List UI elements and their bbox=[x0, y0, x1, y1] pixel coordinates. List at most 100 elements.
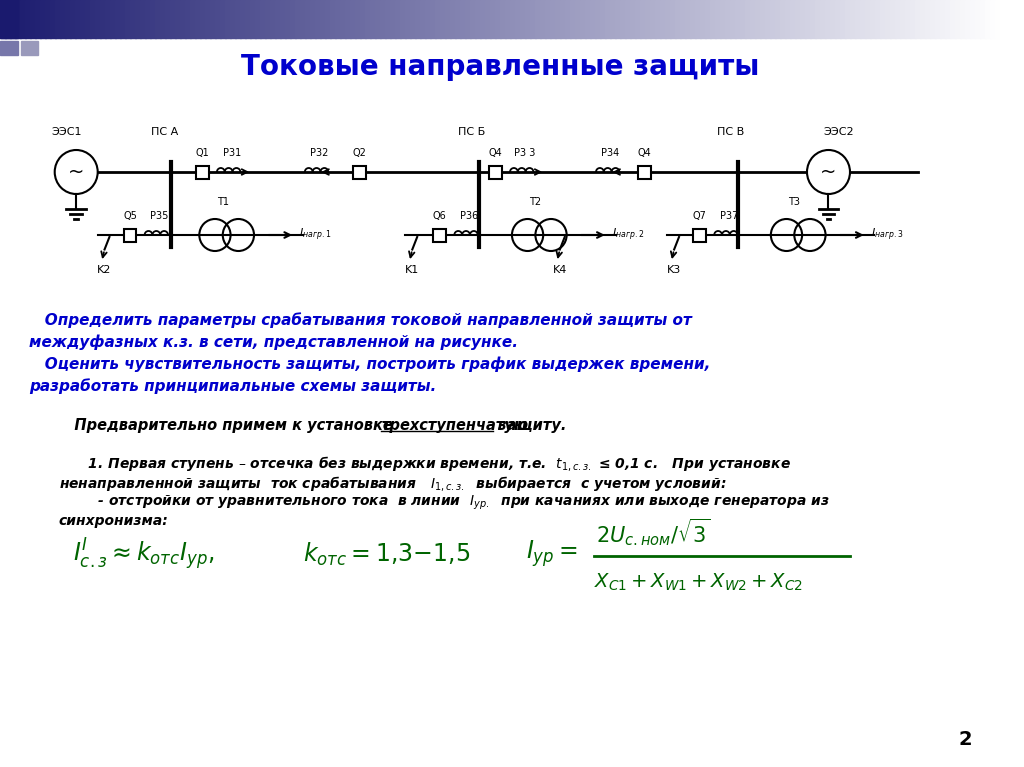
Bar bbox=[870, 0, 877, 38]
Bar bbox=[690, 0, 696, 38]
Bar bbox=[693, 229, 706, 242]
Bar bbox=[490, 0, 497, 38]
Bar bbox=[210, 0, 216, 38]
Bar bbox=[124, 229, 136, 242]
Bar bbox=[355, 0, 361, 38]
Bar bbox=[390, 0, 396, 38]
Bar bbox=[170, 0, 176, 38]
Text: - отстройки от уравнительного тока  в линии  $I_{ур.}$  при качаниях или выходе : - отстройки от уравнительного тока в лин… bbox=[58, 494, 829, 512]
Text: междуфазных к.з. в сети, представленной на рисунке.: междуфазных к.з. в сети, представленной … bbox=[30, 334, 518, 350]
Bar bbox=[720, 0, 726, 38]
Bar bbox=[881, 0, 887, 38]
Bar bbox=[891, 0, 896, 38]
Text: Q2: Q2 bbox=[352, 148, 367, 158]
Bar bbox=[155, 0, 161, 38]
Text: ПС Б: ПС Б bbox=[459, 127, 485, 137]
Bar bbox=[841, 0, 847, 38]
Bar bbox=[555, 0, 561, 38]
Bar bbox=[70, 0, 76, 38]
Bar bbox=[440, 0, 446, 38]
Bar bbox=[725, 0, 731, 38]
Bar bbox=[230, 0, 237, 38]
Bar bbox=[780, 0, 786, 38]
Bar bbox=[375, 0, 381, 38]
Bar bbox=[815, 0, 821, 38]
Text: $X_{C1} + X_{W1} + X_{W2} + X_{C2}$: $X_{C1} + X_{W1} + X_{W2} + X_{C2}$ bbox=[594, 571, 803, 593]
Bar bbox=[530, 0, 537, 38]
Bar bbox=[740, 0, 746, 38]
Bar bbox=[801, 0, 806, 38]
Text: Q4: Q4 bbox=[488, 148, 502, 158]
Bar bbox=[15, 0, 20, 38]
Text: Предварительно примем к установке: Предварительно примем к установке bbox=[58, 418, 397, 433]
Bar bbox=[35, 0, 41, 38]
Bar bbox=[196, 0, 201, 38]
Text: ЭЭС2: ЭЭС2 bbox=[823, 127, 854, 137]
Bar bbox=[570, 0, 577, 38]
Bar bbox=[205, 0, 211, 38]
Bar bbox=[411, 0, 416, 38]
Bar bbox=[175, 0, 181, 38]
Text: Р35: Р35 bbox=[151, 211, 168, 221]
Text: Q7: Q7 bbox=[692, 211, 707, 221]
Bar bbox=[30, 0, 36, 38]
Bar bbox=[75, 0, 81, 38]
Bar bbox=[240, 0, 246, 38]
Text: разработать принципиальные схемы защиты.: разработать принципиальные схемы защиты. bbox=[30, 378, 436, 393]
Bar bbox=[605, 0, 611, 38]
Bar bbox=[976, 0, 981, 38]
Bar bbox=[305, 0, 311, 38]
Bar bbox=[735, 0, 741, 38]
Text: $I_{нагр.1}$: $I_{нагр.1}$ bbox=[299, 227, 332, 243]
Bar bbox=[926, 0, 932, 38]
Bar bbox=[610, 0, 616, 38]
Bar bbox=[281, 0, 286, 38]
Bar bbox=[385, 0, 391, 38]
Bar bbox=[850, 0, 856, 38]
Bar bbox=[980, 0, 986, 38]
Bar bbox=[140, 0, 146, 38]
Bar bbox=[465, 0, 471, 38]
Bar bbox=[626, 0, 631, 38]
Bar bbox=[180, 0, 186, 38]
Bar bbox=[716, 0, 721, 38]
Bar bbox=[215, 0, 221, 38]
Bar bbox=[711, 0, 717, 38]
Bar bbox=[360, 0, 367, 38]
Bar bbox=[595, 0, 601, 38]
Bar bbox=[480, 0, 486, 38]
Text: Q5: Q5 bbox=[123, 211, 137, 221]
Bar bbox=[400, 0, 407, 38]
Bar bbox=[196, 166, 209, 179]
Text: K4: K4 bbox=[553, 265, 567, 275]
Bar bbox=[900, 0, 906, 38]
Bar bbox=[635, 0, 641, 38]
Bar bbox=[0, 0, 6, 38]
Text: T2: T2 bbox=[529, 197, 542, 207]
Bar bbox=[545, 0, 551, 38]
Bar bbox=[151, 0, 156, 38]
Bar bbox=[550, 0, 556, 38]
Bar bbox=[425, 0, 431, 38]
Bar bbox=[165, 0, 171, 38]
Bar bbox=[295, 0, 301, 38]
Bar bbox=[791, 0, 797, 38]
Bar bbox=[321, 0, 326, 38]
Bar bbox=[470, 0, 476, 38]
Bar bbox=[290, 0, 296, 38]
Text: ПС А: ПС А bbox=[151, 127, 178, 137]
Bar bbox=[910, 0, 916, 38]
Bar bbox=[236, 0, 241, 38]
Bar bbox=[460, 0, 466, 38]
Bar bbox=[190, 0, 196, 38]
Bar bbox=[876, 0, 882, 38]
Text: 2: 2 bbox=[958, 730, 972, 749]
Bar bbox=[695, 0, 701, 38]
Bar bbox=[751, 0, 757, 38]
Bar bbox=[330, 0, 336, 38]
Bar bbox=[761, 0, 766, 38]
Text: трехступенчатую: трехступенчатую bbox=[381, 418, 528, 433]
Bar bbox=[966, 0, 972, 38]
Bar bbox=[310, 0, 316, 38]
Bar bbox=[145, 0, 152, 38]
